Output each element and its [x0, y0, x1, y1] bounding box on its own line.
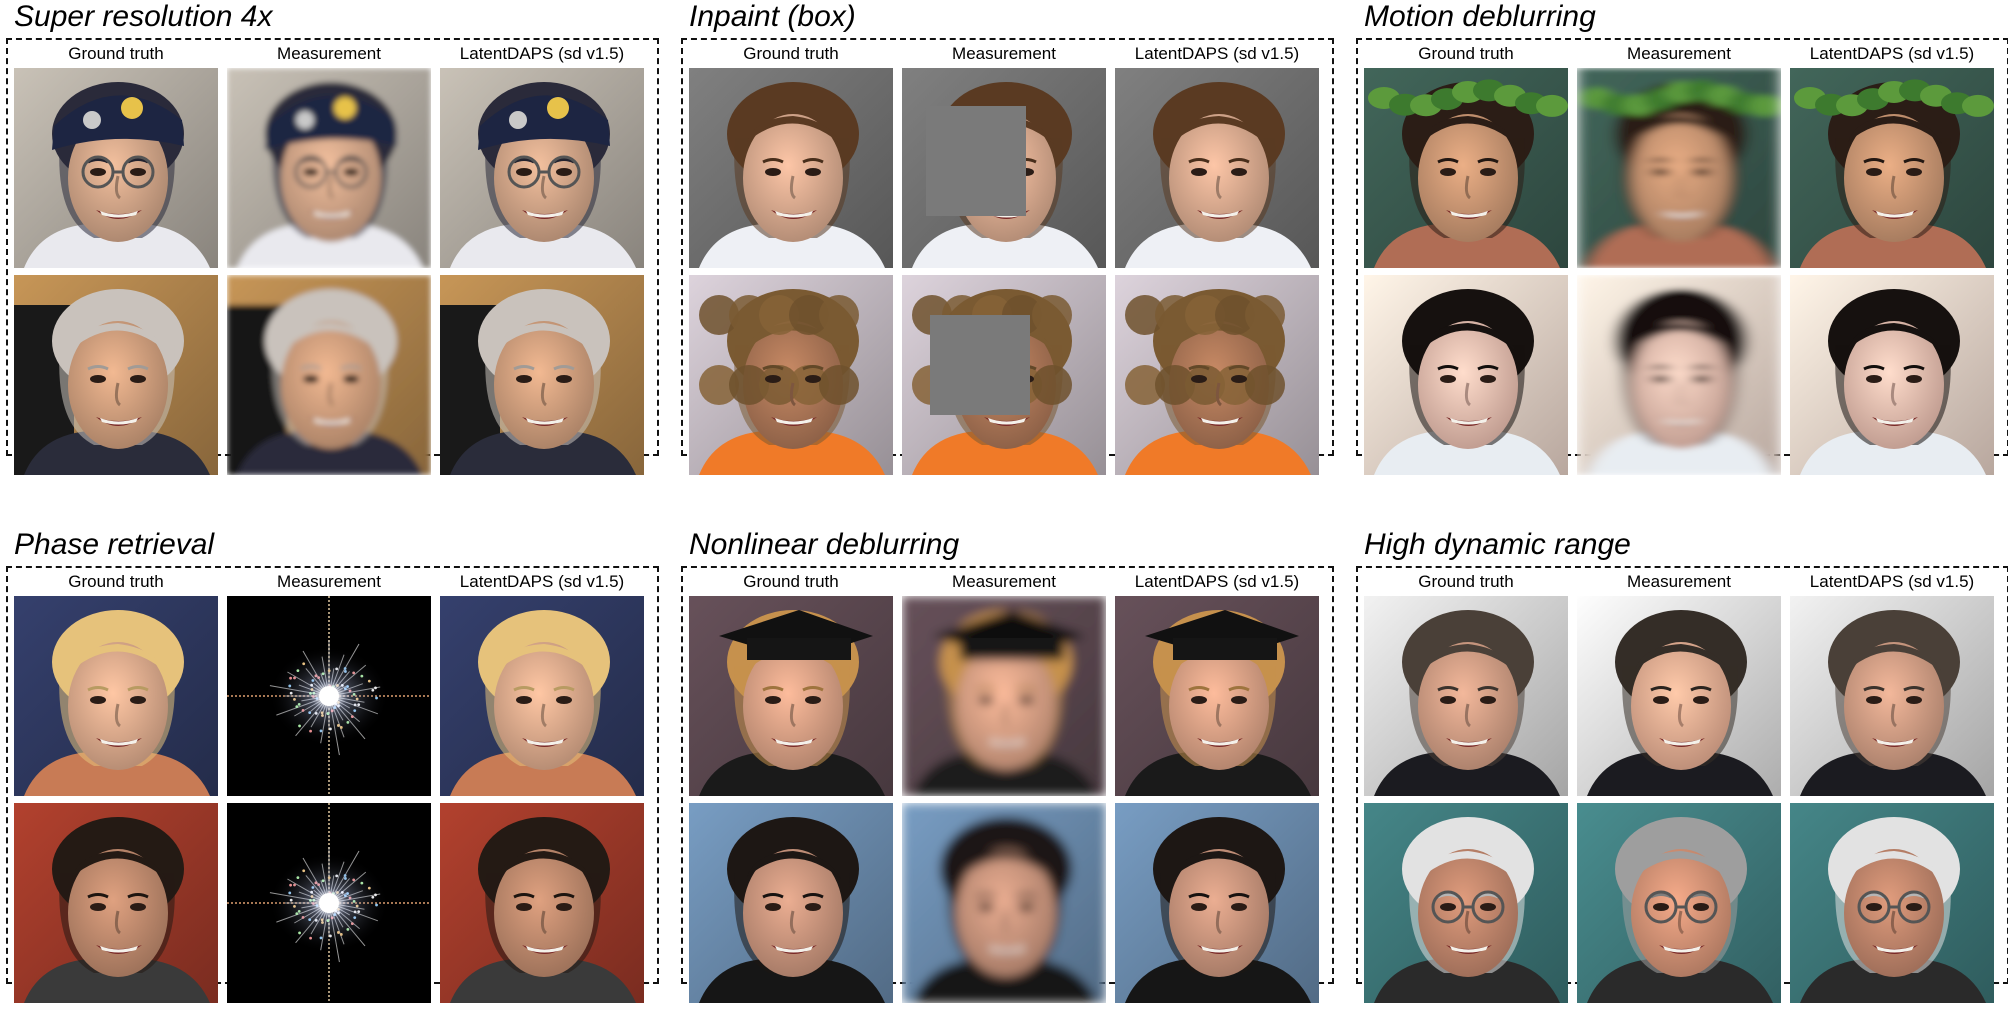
- column-label: Measurement: [277, 572, 381, 591]
- measurement-image: [1577, 803, 1781, 1003]
- panel-frame: Ground truth Measurement LatentDAPS (sd v1…: [1356, 566, 2008, 1003]
- reconstruction-image: [440, 803, 644, 1003]
- reconstruction-image: [440, 68, 644, 268]
- column-label: Ground truth: [1418, 572, 1514, 591]
- ground-truth-image: [1364, 596, 1568, 796]
- column-label: Measurement: [1627, 44, 1731, 63]
- measurement-image: [227, 275, 431, 475]
- column-label: LatentDAPS (sd v1.5): [1134, 44, 1300, 63]
- ground-truth-image: [14, 68, 218, 268]
- ground-truth-image: [689, 596, 893, 796]
- measurement-image: [227, 596, 431, 796]
- panel-2: Inpaint (box) Ground truth Measurement Late…: [681, 0, 1338, 475]
- panel-title: Phase retrieval: [14, 528, 215, 561]
- panel-title: Motion deblurring: [1364, 0, 1596, 33]
- reconstruction-image: [440, 275, 644, 475]
- ground-truth-image: [689, 275, 893, 475]
- column-label: Ground truth: [743, 44, 839, 63]
- panel-frame: Ground truth Measurement LatentDAPS (sd v1…: [1356, 38, 2008, 475]
- column-label: LatentDAPS (sd v1.5): [1809, 572, 1975, 591]
- reconstruction-image: [1790, 68, 1994, 268]
- measurement-image: [227, 68, 431, 268]
- panel-1: Super resolution 4x Ground truth Measureme…: [6, 0, 663, 475]
- measurement-image: [902, 275, 1106, 475]
- ground-truth-image: [689, 68, 893, 268]
- reconstruction-image: [1115, 596, 1319, 796]
- measurement-image: [1577, 275, 1781, 475]
- panel-3: Motion deblurring Ground truth Measurement…: [1356, 0, 2008, 475]
- column-label: LatentDAPS (sd v1.5): [1134, 572, 1300, 591]
- column-label: Measurement: [952, 44, 1056, 63]
- reconstruction-image: [1790, 803, 1994, 1003]
- ground-truth-image: [14, 803, 218, 1003]
- measurement-image: [902, 596, 1106, 796]
- reconstruction-image: [440, 596, 644, 796]
- panel-frame: Ground truth Measurement LatentDAPS (sd v1…: [681, 38, 1334, 475]
- panel-title: Inpaint (box): [689, 0, 856, 33]
- column-label: Measurement: [277, 44, 381, 63]
- panel-frame: Ground truth Measurement LatentDAPS (sd v1…: [6, 38, 659, 475]
- reconstruction-image: [1115, 803, 1319, 1003]
- panel-6: High dynamic range Ground truth Measuremen…: [1356, 528, 2008, 1003]
- measurement-image: [227, 803, 431, 1003]
- column-label: Ground truth: [1418, 44, 1514, 63]
- ground-truth-image: [1364, 275, 1568, 475]
- measurement-image: [1577, 596, 1781, 796]
- panel-frame: Ground truth Measurement LatentDAPS (sd v1…: [681, 566, 1334, 1003]
- column-label: LatentDAPS (sd v1.5): [459, 44, 625, 63]
- ground-truth-image: [14, 275, 218, 475]
- column-label: LatentDAPS (sd v1.5): [1809, 44, 1975, 63]
- ground-truth-image: [14, 596, 218, 796]
- column-label: Measurement: [1627, 572, 1731, 591]
- measurement-image: [1577, 68, 1781, 268]
- measurement-image: [902, 803, 1106, 1003]
- measurement-image: [902, 68, 1106, 268]
- panel-title: Super resolution 4x: [14, 0, 273, 33]
- column-label: Ground truth: [743, 572, 839, 591]
- reconstruction-image: [1115, 275, 1319, 475]
- ground-truth-image: [1364, 68, 1568, 268]
- panel-5: Nonlinear deblurring Ground truth Measurem…: [681, 528, 1338, 1003]
- column-label: Ground truth: [68, 44, 164, 63]
- panel-title: Nonlinear deblurring: [689, 528, 960, 561]
- panel-title: High dynamic range: [1364, 528, 1631, 561]
- reconstruction-image: [1115, 68, 1319, 268]
- reconstruction-image: [1790, 596, 1994, 796]
- column-label: LatentDAPS (sd v1.5): [459, 572, 625, 591]
- column-label: Ground truth: [68, 572, 164, 591]
- column-label: Measurement: [952, 572, 1056, 591]
- reconstruction-image: [1790, 275, 1994, 475]
- ground-truth-image: [1364, 803, 1568, 1003]
- ground-truth-image: [689, 803, 893, 1003]
- panel-frame: Ground truth Measurement LatentDAPS (sd v1…: [6, 566, 659, 1003]
- panel-4: Phase retrieval Ground truth Measurement La…: [6, 528, 663, 1003]
